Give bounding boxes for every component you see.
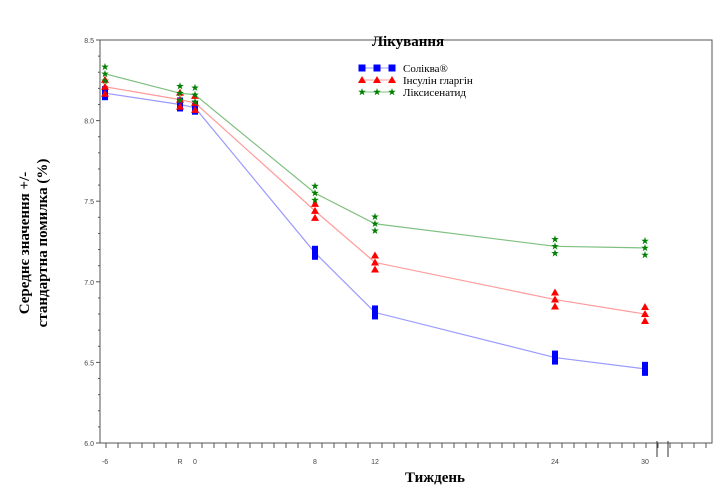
- legend-label: Інсулін гларгін: [403, 75, 473, 87]
- data-point-marker: [371, 226, 379, 234]
- y-tick-label: 6.0: [84, 441, 94, 448]
- data-point-marker: [101, 89, 109, 97]
- legend-marker: [388, 76, 396, 83]
- y-tick-label: 6.5: [84, 360, 94, 367]
- x-tick-label: 8: [313, 459, 317, 466]
- data-point-errorbar: [372, 305, 378, 320]
- data-point-errorbar: [642, 361, 648, 376]
- data-point-marker: [551, 302, 559, 310]
- data-point-marker: [191, 90, 199, 98]
- data-point-marker: [191, 83, 199, 91]
- data-point-marker: [311, 182, 319, 190]
- legend-marker: [373, 64, 381, 72]
- data-point-marker: [371, 258, 379, 266]
- data-point-errorbar: [552, 350, 558, 365]
- legend-marker: [358, 76, 366, 83]
- y-tick-label: 8.0: [84, 119, 94, 126]
- x-axis-label: Тиждень: [405, 470, 465, 486]
- data-point-marker: [311, 199, 319, 207]
- data-point-marker: [641, 243, 649, 252]
- x-tick-label: R: [177, 459, 182, 466]
- series-line: [104, 86, 646, 315]
- data-point-marker: [176, 82, 184, 90]
- data-point-marker: [641, 250, 649, 259]
- data-point-marker: [551, 295, 559, 303]
- series-group: [101, 62, 649, 376]
- legend-marker: [388, 88, 396, 96]
- legend-label: Ліксисенатид: [403, 87, 466, 99]
- data-point-marker: [371, 219, 379, 227]
- data-point-marker: [551, 242, 559, 250]
- data-point-marker: [641, 236, 649, 245]
- legend-marker: [373, 88, 381, 96]
- plot-frame: [99, 39, 713, 444]
- y-axis-label-line1: Середнє значення +/-: [17, 172, 33, 315]
- x-tick-label: 0: [193, 459, 197, 466]
- data-point-marker: [311, 213, 319, 221]
- series-1: [101, 75, 649, 325]
- data-point-marker: [176, 89, 184, 97]
- legend-marker: [358, 64, 366, 72]
- x-tick-label: 24: [551, 459, 559, 466]
- data-point-marker: [551, 249, 559, 257]
- data-point-marker: [641, 317, 649, 325]
- legend-marker: [373, 76, 381, 83]
- data-point-marker: [311, 189, 319, 197]
- x-tick-label: -6: [102, 459, 108, 466]
- legend-title: Лікування: [372, 34, 444, 50]
- data-point-marker: [176, 102, 184, 110]
- y-tick-label: 7.5: [84, 199, 94, 206]
- legend-marker: [388, 64, 396, 72]
- data-point-errorbar: [312, 245, 318, 260]
- data-point-marker: [551, 235, 559, 243]
- legend-marker: [358, 88, 366, 96]
- data-point-marker: [641, 303, 649, 311]
- data-point-marker: [101, 82, 109, 90]
- data-point-marker: [371, 212, 379, 220]
- axes: 6.0 6.5 7.0 7.5 8.0 8.5 -6 R 0 8 12 24 30: [84, 38, 713, 466]
- data-point-marker: [191, 97, 199, 105]
- data-point-marker: [641, 310, 649, 318]
- data-point-marker: [101, 76, 109, 85]
- y-tick-label: 7.0: [84, 280, 94, 287]
- data-point-marker: [371, 251, 379, 259]
- data-point-marker: [101, 62, 109, 71]
- series-2: [101, 62, 649, 259]
- data-point-marker: [311, 206, 319, 214]
- data-point-marker: [551, 288, 559, 296]
- data-point-marker: [176, 96, 184, 104]
- data-point-marker: [191, 105, 199, 113]
- data-point-marker: [311, 196, 319, 204]
- data-point-marker: [371, 265, 379, 273]
- legend-label: Соліква®: [403, 63, 448, 75]
- data-point-marker: [101, 69, 109, 78]
- x-tick-label: 30: [641, 459, 649, 466]
- x-tick-label: 12: [371, 459, 379, 466]
- y-axis-label-line2: стандартна помилка (%): [35, 159, 51, 328]
- y-tick-label: 8.5: [84, 38, 94, 45]
